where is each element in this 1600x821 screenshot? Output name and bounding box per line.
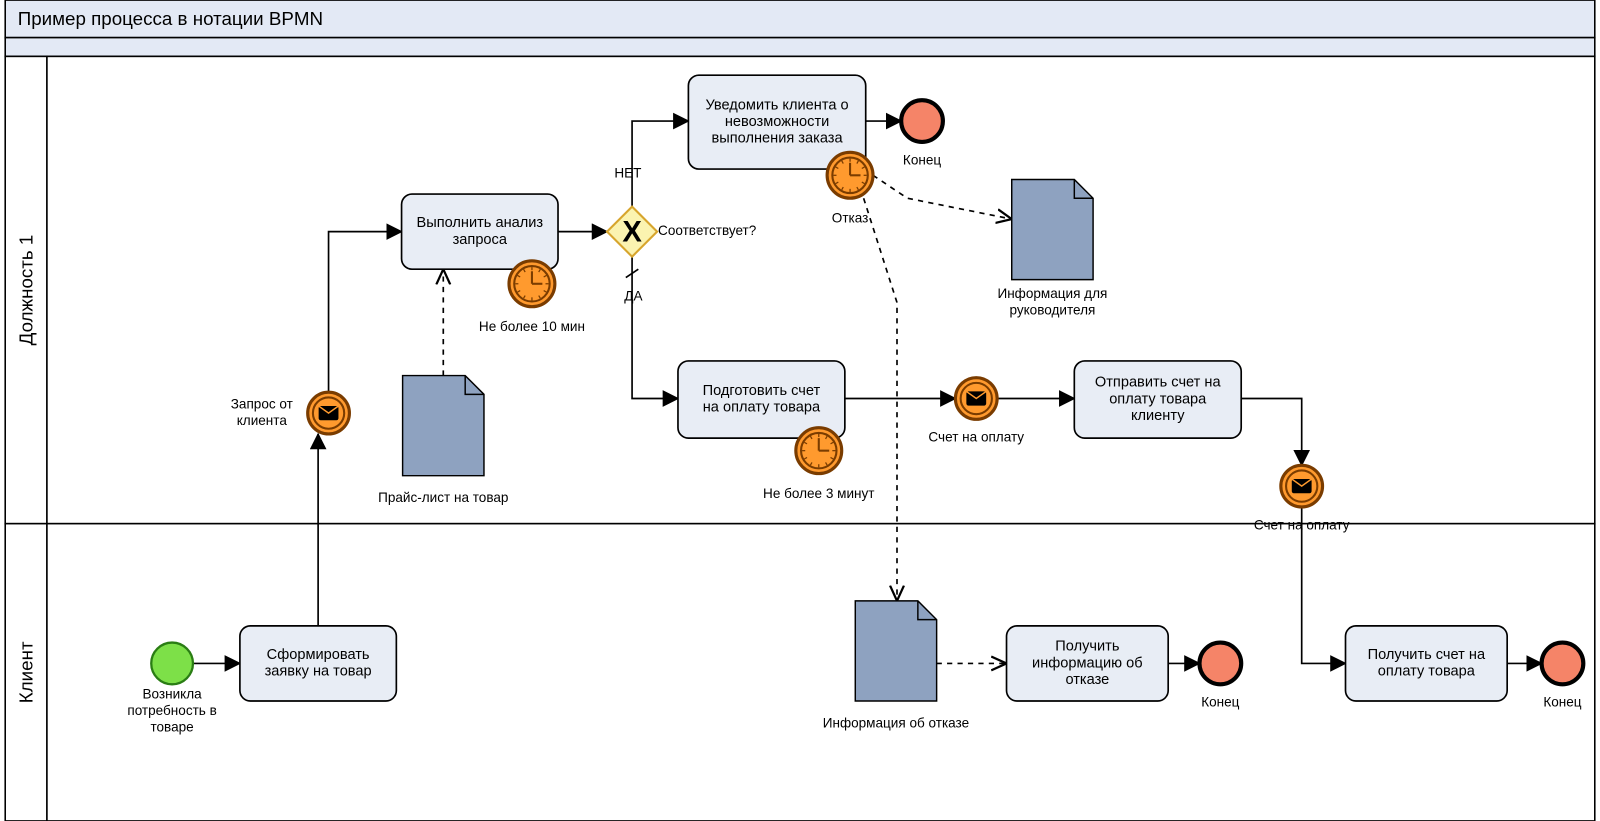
event-label: Не более 3 минут: [763, 486, 874, 501]
event-label: Отказ: [832, 211, 869, 226]
svg-text:выполнения заказа: выполнения заказа: [712, 131, 844, 147]
gateway-label: Соответствует?: [658, 223, 757, 238]
svg-text:товаре: товаре: [150, 720, 193, 735]
svg-text:Конец: Конец: [903, 152, 941, 167]
svg-text:Счет на оплату: Счет на оплату: [928, 430, 1024, 445]
svg-text:Не более 3 минут: Не более 3 минут: [763, 486, 874, 501]
data-object-d_info_mgr: [1012, 179, 1093, 279]
data-object-label: Прайс-лист на товар: [378, 490, 508, 505]
event-e_msg_inv[interactable]: [955, 378, 997, 420]
svg-text:Конец: Конец: [1543, 695, 1581, 710]
svg-text:клиента: клиента: [237, 413, 288, 428]
task-label: Подготовить счетна оплату товара: [703, 383, 821, 416]
svg-text:Запрос от: Запрос от: [231, 396, 293, 411]
event-e_end2[interactable]: [1199, 643, 1241, 685]
task-label: Сформироватьзаявку на товар: [265, 647, 372, 680]
bpmn-diagram: Пример процесса в нотации BPMN Должность …: [0, 0, 1600, 821]
pool-separator: [5, 38, 1595, 57]
data-object-label: Информация об отказе: [823, 716, 969, 731]
event-label: Не более 10 мин: [479, 319, 585, 334]
event-label: Конец: [1543, 695, 1581, 710]
svg-text:руководителя: руководителя: [1009, 302, 1095, 317]
svg-text:Соответствует?: Соответствует?: [658, 223, 757, 238]
svg-text:Уведомить клиента о: Уведомить клиента о: [705, 97, 848, 113]
lane-title: Клиент: [15, 641, 36, 703]
event-label: Счет на оплату: [1254, 517, 1350, 532]
svg-text:оплату товара: оплату товара: [1109, 391, 1207, 407]
svg-text:Отправить счет на: Отправить счет на: [1095, 375, 1222, 391]
event-e_timer2[interactable]: [827, 152, 873, 198]
data-object-d_price: [403, 376, 484, 476]
event-label: Запрос от клиента: [231, 396, 293, 428]
event-label: Счет на оплату: [928, 430, 1024, 445]
gateway-label-yes: ДА: [624, 288, 643, 303]
lane-title: Должность 1: [15, 235, 36, 346]
task-label: Получить счет наоплату товара: [1368, 647, 1486, 680]
event-e_timer1[interactable]: [509, 261, 555, 307]
gateway-label-no: НЕТ: [614, 165, 641, 180]
svg-text:Подготовить счет: Подготовить счет: [703, 383, 821, 399]
task-label: Уведомить клиента оневозможностивыполнен…: [705, 97, 848, 146]
data-object-d_refusal: [855, 601, 936, 701]
event-e_timer3[interactable]: [796, 428, 842, 474]
svg-text:Сформировать: Сформировать: [267, 647, 370, 663]
svg-text:оплату товара: оплату товара: [1378, 664, 1476, 680]
event-e_end3[interactable]: [1542, 643, 1584, 685]
event-e_start[interactable]: [151, 643, 193, 685]
event-e_end1[interactable]: [901, 100, 943, 142]
pool-title: Пример процесса в нотации BPMN: [18, 8, 323, 29]
svg-text:клиенту: клиенту: [1131, 408, 1185, 424]
svg-text:Информация об отказе: Информация об отказе: [823, 716, 969, 731]
event-e_msg_in[interactable]: [308, 392, 350, 434]
svg-text:невозможности: невозможности: [725, 114, 829, 130]
svg-text:Возникла: Возникла: [142, 686, 202, 701]
svg-text:запроса: запроса: [453, 232, 508, 248]
svg-text:потребность в: потребность в: [127, 703, 216, 718]
svg-text:Получить счет на: Получить счет на: [1368, 647, 1486, 663]
event-e_msg_out[interactable]: [1281, 465, 1323, 507]
data-object-label: Информация дляруководителя: [997, 286, 1107, 318]
svg-text:Выполнить анализ: Выполнить анализ: [416, 215, 543, 231]
svg-text:Счет на оплату: Счет на оплату: [1254, 517, 1350, 532]
event-label: Конец: [1201, 695, 1239, 710]
svg-text:Информация для: Информация для: [997, 286, 1107, 301]
svg-text:отказе: отказе: [1065, 672, 1109, 688]
svg-text:Не более 10 мин: Не более 10 мин: [479, 319, 585, 334]
svg-text:Отказ: Отказ: [832, 211, 869, 226]
svg-text:Конец: Конец: [1201, 695, 1239, 710]
event-label: Конец: [903, 152, 941, 167]
svg-text:Прайс-лист на товар: Прайс-лист на товар: [378, 490, 508, 505]
svg-text:на оплату товара: на оплату товара: [703, 400, 821, 416]
svg-text:заявку на товар: заявку на товар: [265, 664, 372, 680]
svg-text:информацию об: информацию об: [1032, 655, 1143, 671]
svg-text:Получить: Получить: [1055, 639, 1119, 655]
svg-text:X: X: [622, 216, 642, 248]
